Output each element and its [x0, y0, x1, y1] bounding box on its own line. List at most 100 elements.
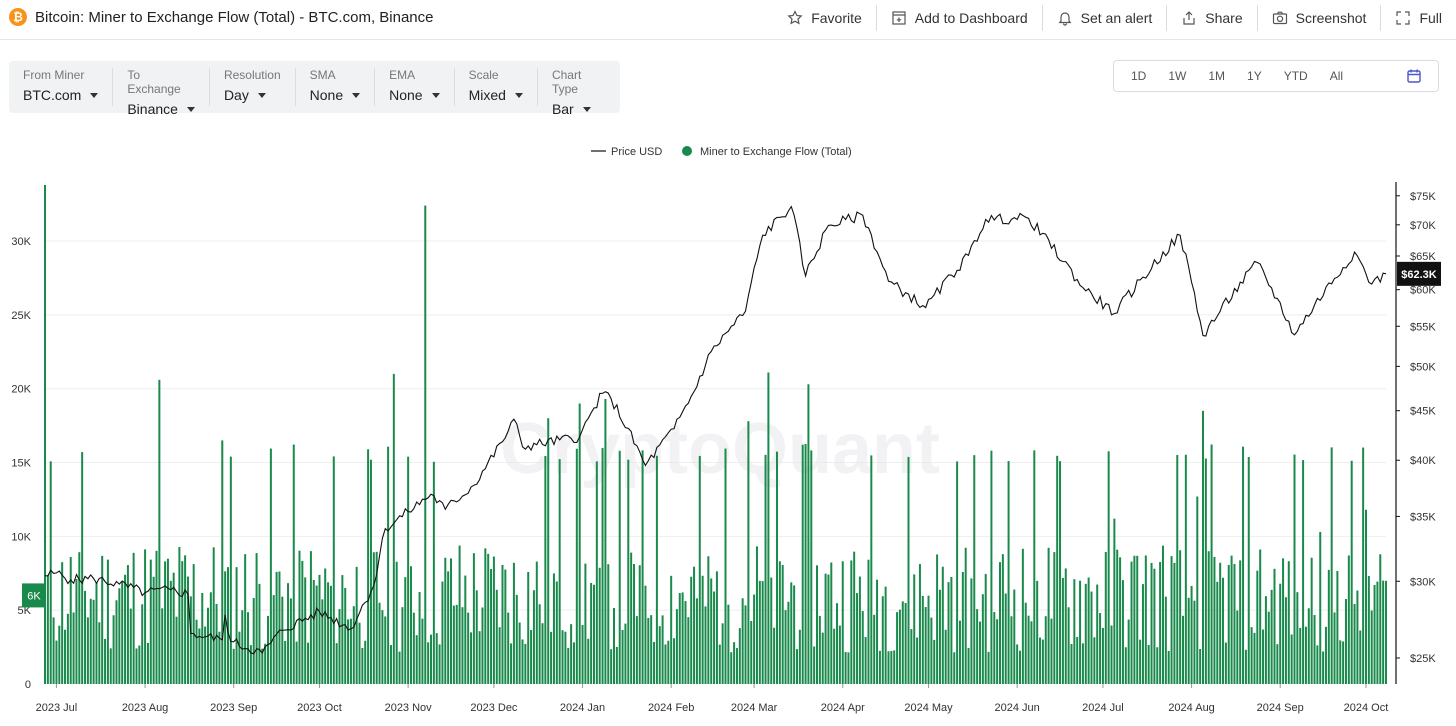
- flow-bar: [933, 639, 936, 684]
- flow-bar: [212, 547, 215, 684]
- flow-bar: [747, 421, 750, 684]
- flow-bar: [75, 578, 78, 684]
- range-1d-button[interactable]: 1D: [1131, 69, 1147, 83]
- flow-bar: [1116, 549, 1119, 684]
- flow-bar: [1310, 557, 1313, 684]
- flow-bar: [209, 592, 212, 684]
- flow-bar: [1313, 615, 1316, 684]
- flow-bar: [1356, 590, 1359, 684]
- flow-bar: [224, 571, 227, 684]
- full-button[interactable]: Full: [1380, 5, 1456, 31]
- flow-bar: [61, 562, 64, 684]
- flow-bar: [601, 447, 604, 684]
- flow-bar: [89, 598, 92, 684]
- flow-bar: [633, 564, 636, 684]
- flow-bar: [838, 625, 841, 684]
- flow-bar: [984, 573, 987, 684]
- flow-bar: [1293, 454, 1296, 684]
- flow-bar: [1004, 593, 1007, 684]
- screenshot-button[interactable]: Screenshot: [1256, 5, 1381, 31]
- x-tick-label: 2023 Jul: [36, 702, 78, 714]
- flow-bar: [109, 648, 112, 684]
- flow-bar: [135, 648, 138, 684]
- right-tick-label: $45K: [1410, 406, 1436, 418]
- flow-bar: [958, 620, 961, 684]
- range-1w-button[interactable]: 1W: [1168, 69, 1187, 83]
- flow-bar: [355, 566, 358, 684]
- flow-bar: [827, 574, 830, 684]
- flow-bar: [1067, 607, 1070, 684]
- add-to-dashboard-button[interactable]: Add to Dashboard: [875, 5, 1042, 31]
- range-ytd-button[interactable]: YTD: [1283, 69, 1308, 83]
- flow-bar: [278, 571, 281, 684]
- scale-label: Scale: [468, 68, 499, 82]
- flow-bar: [395, 561, 398, 684]
- flow-bar: [727, 604, 730, 684]
- flow-bar: [332, 456, 335, 684]
- scale-dropdown[interactable]: Scale Mixed: [455, 68, 538, 106]
- sma-dropdown[interactable]: SMA None: [296, 68, 376, 106]
- flow-bar: [269, 448, 272, 684]
- flow-bar: [95, 583, 98, 684]
- left-marker-badge: [22, 583, 46, 608]
- flow-bar: [964, 547, 967, 684]
- flow-bar: [435, 633, 438, 684]
- flow-bar: [487, 553, 490, 684]
- calendar-icon[interactable]: [1406, 68, 1422, 84]
- flow-bar: [1033, 450, 1036, 684]
- flow-bar: [567, 648, 570, 684]
- flow-bar: [850, 560, 853, 684]
- chart-type-dropdown[interactable]: Chart Type Bar: [538, 68, 620, 117]
- flow-bar: [690, 576, 693, 684]
- favorite-button[interactable]: Favorite: [773, 5, 876, 31]
- flow-bar: [575, 448, 578, 684]
- flow-bar: [206, 607, 209, 684]
- ema-dropdown[interactable]: EMA None: [375, 68, 455, 106]
- flow-bar: [738, 628, 741, 684]
- right-axis: $25K $30K $35K $40K $45K $50K $55K $60K $65K $70K…: [1396, 191, 1436, 665]
- flow-bar: [695, 598, 698, 684]
- flow-bar: [195, 619, 198, 684]
- x-tick-label: 2024 Jul: [1082, 702, 1124, 714]
- flow-bar: [970, 578, 973, 684]
- flow-bar: [538, 604, 541, 684]
- flow-bar: [530, 630, 533, 684]
- flow-bar: [524, 643, 527, 684]
- flow-bar: [307, 642, 310, 684]
- range-1y-button[interactable]: 1Y: [1247, 69, 1262, 83]
- flow-bar: [615, 646, 618, 684]
- set-alert-button[interactable]: Set an alert: [1041, 5, 1167, 31]
- flow-bar: [1184, 454, 1187, 684]
- flow-bar: [604, 399, 607, 684]
- flow-bar: [367, 449, 370, 684]
- flow-bar: [1276, 644, 1279, 684]
- range-all-button[interactable]: All: [1329, 69, 1344, 83]
- flow-bar: [896, 612, 899, 684]
- flow-bar: [1319, 531, 1322, 684]
- flow-bar: [172, 572, 175, 684]
- flow-bar: [1296, 592, 1299, 684]
- legend[interactable]: Price USD Miner to Exchange Flow (Total): [591, 146, 852, 158]
- range-1m-button[interactable]: 1M: [1208, 69, 1226, 83]
- flow-bar: [584, 563, 587, 684]
- flow-bar: [544, 456, 547, 684]
- flow-bar: [221, 440, 224, 684]
- flow-bar: [681, 592, 684, 684]
- flow-bar: [678, 593, 681, 684]
- flow-bar: [1064, 568, 1067, 684]
- flow-bar: [710, 578, 713, 684]
- resolution-dropdown[interactable]: Resolution Day: [210, 68, 296, 106]
- flow-bar: [1347, 555, 1350, 684]
- x-tick-label: 2024 Mar: [731, 702, 778, 714]
- flow-bar: [1207, 551, 1210, 684]
- left-value-marker: 6K: [22, 583, 46, 608]
- flow-bar: [684, 601, 687, 684]
- flow-bar: [404, 577, 407, 684]
- flow-bar: [956, 461, 959, 684]
- flow-bar: [787, 601, 790, 684]
- share-button[interactable]: Share: [1166, 5, 1256, 31]
- from-miner-dropdown[interactable]: From Miner BTC.com: [9, 68, 114, 106]
- flow-bar: [450, 558, 453, 684]
- to-exchange-dropdown[interactable]: To Exchange Binance: [113, 68, 210, 117]
- flow-bar: [675, 609, 678, 684]
